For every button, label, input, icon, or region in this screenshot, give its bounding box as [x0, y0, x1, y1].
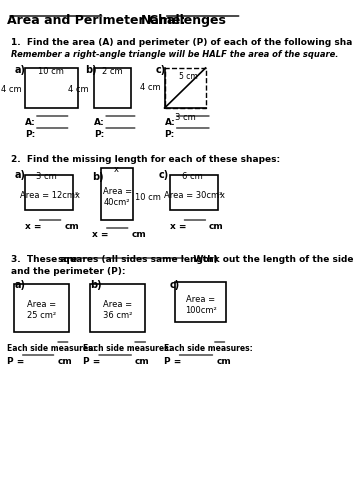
Text: Each side measures:: Each side measures:: [164, 344, 253, 353]
Text: b): b): [92, 172, 103, 182]
Text: b): b): [90, 280, 102, 290]
Text: c): c): [155, 65, 166, 75]
Text: P =: P =: [164, 357, 181, 366]
Bar: [169, 175, 217, 210]
Text: and the perimeter (P):: and the perimeter (P):: [11, 267, 125, 276]
Bar: [14, 284, 69, 332]
Text: 10 cm: 10 cm: [38, 67, 64, 76]
Text: cm: cm: [131, 230, 146, 239]
Bar: [25, 68, 78, 108]
Text: 3 cm: 3 cm: [175, 113, 196, 122]
Text: 2 cm: 2 cm: [102, 67, 122, 76]
Text: a): a): [14, 65, 25, 75]
Text: x =: x =: [92, 230, 108, 239]
Text: 3 cm: 3 cm: [36, 172, 56, 181]
Text: c): c): [159, 170, 169, 180]
Text: x =: x =: [169, 222, 186, 231]
Text: Area =
25 cm²: Area = 25 cm²: [27, 300, 56, 320]
Text: 10 cm: 10 cm: [135, 192, 161, 202]
Text: 3.  These are: 3. These are: [11, 255, 80, 264]
Text: x: x: [114, 165, 119, 174]
Bar: [94, 68, 131, 108]
Bar: [175, 282, 226, 322]
Text: cm: cm: [209, 222, 224, 231]
Bar: [164, 68, 205, 108]
Bar: [90, 284, 145, 332]
Text: Each side measures:: Each side measures:: [7, 344, 96, 353]
Text: 6 cm: 6 cm: [182, 172, 203, 181]
Text: cm: cm: [57, 357, 72, 366]
Text: squares (all sides same length): squares (all sides same length): [58, 255, 218, 264]
Bar: [101, 168, 133, 220]
Text: b): b): [85, 65, 96, 75]
Text: Area and Perimeter Challenges: Area and Perimeter Challenges: [7, 14, 226, 27]
Text: x =: x =: [25, 222, 41, 231]
Text: . Work out the length of the sides: . Work out the length of the sides: [187, 255, 353, 264]
Text: Area =
40cm²: Area = 40cm²: [103, 188, 132, 206]
Text: 4 cm: 4 cm: [140, 84, 161, 92]
Text: Area = 30cm²: Area = 30cm²: [164, 192, 223, 200]
Text: c): c): [169, 280, 180, 290]
Text: a): a): [14, 280, 25, 290]
Text: 2.  Find the missing length for each of these shapes:: 2. Find the missing length for each of t…: [11, 155, 280, 164]
Text: P =: P =: [7, 357, 24, 366]
Text: cm: cm: [64, 222, 79, 231]
Text: Area =
36 cm²: Area = 36 cm²: [103, 300, 133, 320]
Text: P:: P:: [94, 130, 104, 139]
Text: cm: cm: [135, 357, 150, 366]
Text: P =: P =: [83, 357, 101, 366]
Text: Name:: Name:: [141, 14, 187, 27]
Text: 4 cm: 4 cm: [68, 86, 89, 94]
Text: 1.  Find the area (A) and perimeter (P) of each of the following shapes:: 1. Find the area (A) and perimeter (P) o…: [11, 38, 353, 47]
Text: P:: P:: [164, 130, 175, 139]
Text: a): a): [14, 170, 25, 180]
Text: 5 cm: 5 cm: [179, 72, 197, 81]
Text: Remember a right-angle triangle will be HALF the area of the square.: Remember a right-angle triangle will be …: [11, 50, 338, 59]
Text: cm: cm: [216, 357, 231, 366]
Text: 4 cm: 4 cm: [1, 86, 21, 94]
Bar: [25, 175, 73, 210]
Text: A:: A:: [164, 118, 175, 127]
Text: x: x: [75, 192, 80, 200]
Text: A:: A:: [25, 118, 35, 127]
Text: Area = 12cm²: Area = 12cm²: [20, 192, 78, 200]
Text: Each side measures:: Each side measures:: [83, 344, 172, 353]
Text: P:: P:: [25, 130, 35, 139]
Text: A:: A:: [94, 118, 105, 127]
Text: Area =
100cm²: Area = 100cm²: [185, 296, 216, 314]
Text: x: x: [220, 192, 225, 200]
